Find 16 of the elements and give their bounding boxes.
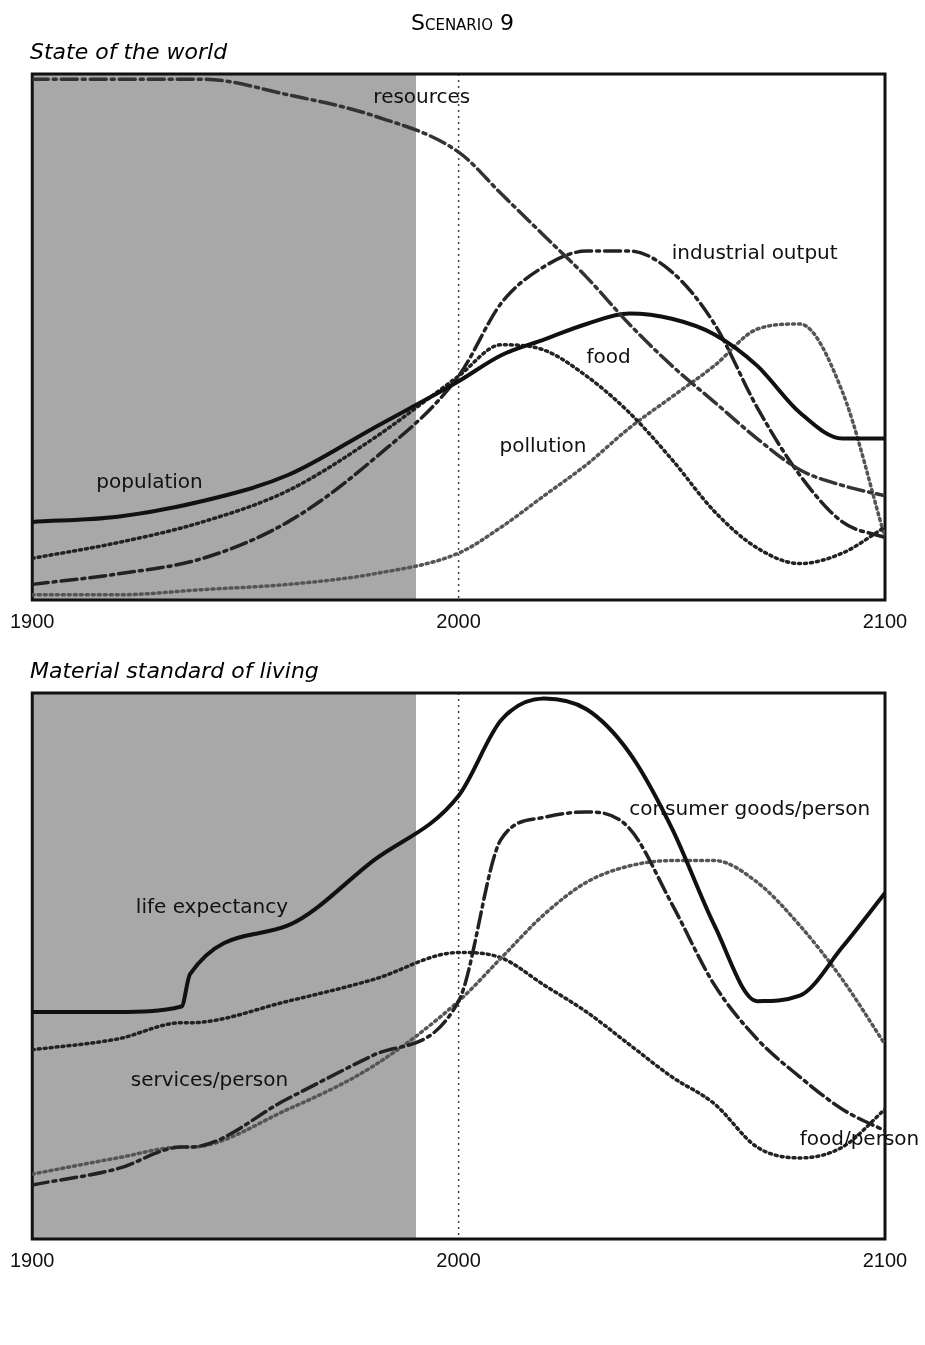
x-tick-label: 1900 — [10, 609, 55, 632]
annotation: life expectancy — [135, 893, 289, 918]
x-tick-label: 2000 — [436, 609, 481, 632]
annotation: industrial output — [671, 240, 838, 265]
chart-title: Material standard of living — [30, 658, 320, 683]
annotation: resources — [373, 83, 471, 108]
x-tick-label: 2100 — [862, 1248, 908, 1271]
annotation: pollution — [499, 432, 587, 457]
x-tick-label: 1900 — [10, 1248, 55, 1271]
annotation: services/person — [130, 1066, 289, 1091]
chart-subtitle: State of the world — [30, 39, 229, 64]
chart-title: Scenario 9 — [409, 10, 515, 35]
x-tick-label: 2000 — [436, 1248, 481, 1271]
annotation: food — [586, 344, 631, 369]
x-tick-label: 2100 — [862, 609, 908, 632]
annotation: population — [96, 469, 203, 494]
